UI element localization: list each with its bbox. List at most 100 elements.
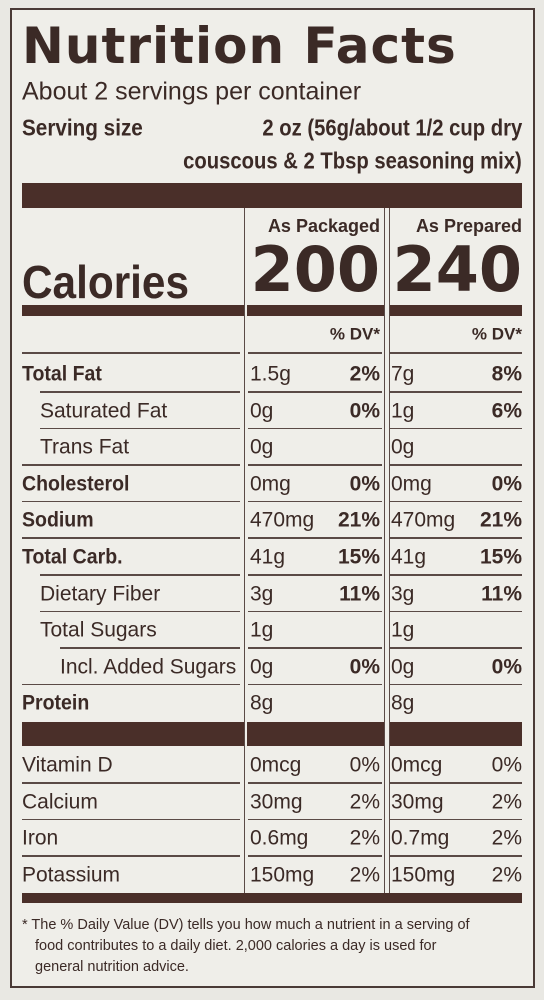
daily-value: 0%: [491, 753, 522, 777]
daily-value: 15%: [337, 545, 380, 569]
daily-value: 2%: [349, 863, 380, 886]
row-rule: [248, 782, 382, 784]
row-rule: [22, 464, 240, 466]
row-rule: [248, 610, 382, 613]
column-divider: [384, 208, 390, 893]
daily-value: 21%: [479, 508, 522, 532]
amount: 0.6mg: [250, 826, 309, 850]
nutrient-label: Protein: [22, 691, 90, 715]
amount: 41g: [391, 545, 427, 569]
daily-value: 15%: [479, 545, 522, 569]
nutrient-label: Vitamin D: [22, 753, 113, 777]
amount: 0.7mg: [391, 826, 450, 850]
dv-header: % DV*: [329, 324, 380, 344]
row-rule: [390, 683, 522, 686]
row-rule: [390, 855, 522, 857]
row-rule: [248, 427, 382, 430]
row-rule: [60, 647, 240, 649]
nutrient-label: Iron: [22, 826, 59, 850]
row-rule: [390, 818, 522, 820]
serving-size: 2 oz (56g/about 1/2 cup dry: [262, 114, 522, 141]
amount: 470mg: [250, 508, 315, 532]
row-rule: [22, 352, 240, 354]
row-rule: [22, 537, 240, 539]
amount: 41g: [250, 545, 286, 569]
row-rule: [248, 500, 382, 503]
row-rule: [390, 574, 522, 576]
thick-rule: [22, 722, 522, 746]
daily-value: 0%: [349, 472, 380, 496]
nutrient-label: Potassium: [22, 863, 121, 886]
row-rule: [22, 782, 240, 784]
footnote: general nutrition advice.: [35, 958, 189, 975]
amount: 0mcg: [391, 753, 443, 777]
calories-label: Calories: [22, 256, 190, 308]
amount: 0g: [250, 399, 274, 423]
amount: 8g: [250, 691, 274, 715]
amount: 0mg: [391, 472, 432, 496]
amount: 150mg: [391, 863, 456, 886]
row-rule: [390, 391, 522, 393]
nutrient-label: Calcium: [22, 790, 98, 813]
row-rule: [248, 464, 382, 466]
row-rule: [390, 464, 522, 466]
footnote: * The % Daily Value (DV) tells you how m…: [22, 916, 470, 933]
calories-value: 200: [250, 233, 380, 306]
row-rule: [390, 782, 522, 784]
footnote: food contributes to a daily diet. 2,000 …: [35, 937, 437, 954]
medium-rule: [22, 305, 522, 316]
medium-rule: [22, 893, 522, 903]
row-rule: [390, 427, 522, 430]
row-rule: [248, 855, 382, 857]
row-rule: [248, 683, 382, 686]
amount: 0mg: [250, 472, 291, 496]
nutrient-label: Dietary Fiber: [40, 582, 161, 606]
daily-value: 6%: [491, 399, 522, 423]
nutrient-label: Incl. Added Sugars: [60, 655, 237, 679]
amount: 30mg: [391, 790, 444, 813]
nutrient-label: Saturated Fat: [40, 399, 168, 423]
amount: 1.5g: [250, 362, 291, 386]
amount: 0g: [250, 655, 274, 679]
daily-value: 2%: [491, 790, 522, 813]
amount: 30mg: [250, 790, 303, 813]
amount: 8g: [391, 691, 415, 715]
dv-header: % DV*: [471, 324, 522, 344]
row-rule: [390, 647, 522, 649]
daily-value: 2%: [491, 826, 522, 850]
nutrient-label: Cholesterol: [22, 472, 130, 496]
row-rule: [22, 818, 240, 820]
daily-value: 0%: [349, 753, 380, 777]
daily-value: 0%: [491, 655, 522, 679]
nutrition-label: [10, 8, 535, 988]
daily-value: 11%: [339, 582, 380, 606]
row-rule: [40, 610, 240, 613]
amount: 1g: [391, 618, 415, 642]
serving-size: couscous & 2 Tbsp seasoning mix): [183, 147, 522, 174]
row-rule: [248, 537, 382, 539]
row-rule: [390, 610, 522, 613]
amount: 0g: [391, 655, 415, 679]
amount: 0g: [250, 435, 274, 459]
daily-value: 2%: [491, 863, 522, 886]
nutrient-label: Total Carb.: [22, 545, 123, 569]
row-rule: [22, 683, 240, 686]
daily-value: 2%: [349, 362, 380, 386]
serving-size-label: Serving size: [22, 114, 143, 141]
amount: 3g: [250, 582, 274, 606]
amount: 1g: [250, 618, 274, 642]
daily-value: 0%: [491, 472, 522, 496]
row-rule: [40, 574, 240, 576]
title: Nutrition Facts: [22, 17, 457, 75]
column-header: As Prepared: [415, 216, 522, 236]
amount: 470mg: [391, 508, 456, 532]
row-rule: [390, 352, 522, 354]
nutrient-label: Total Fat: [22, 362, 102, 386]
row-rule: [22, 855, 240, 857]
column-divider: [244, 208, 247, 893]
servings: About 2 servings per container: [22, 77, 362, 106]
row-rule: [40, 391, 240, 393]
row-rule: [390, 500, 522, 503]
amount: 0mcg: [250, 753, 302, 777]
